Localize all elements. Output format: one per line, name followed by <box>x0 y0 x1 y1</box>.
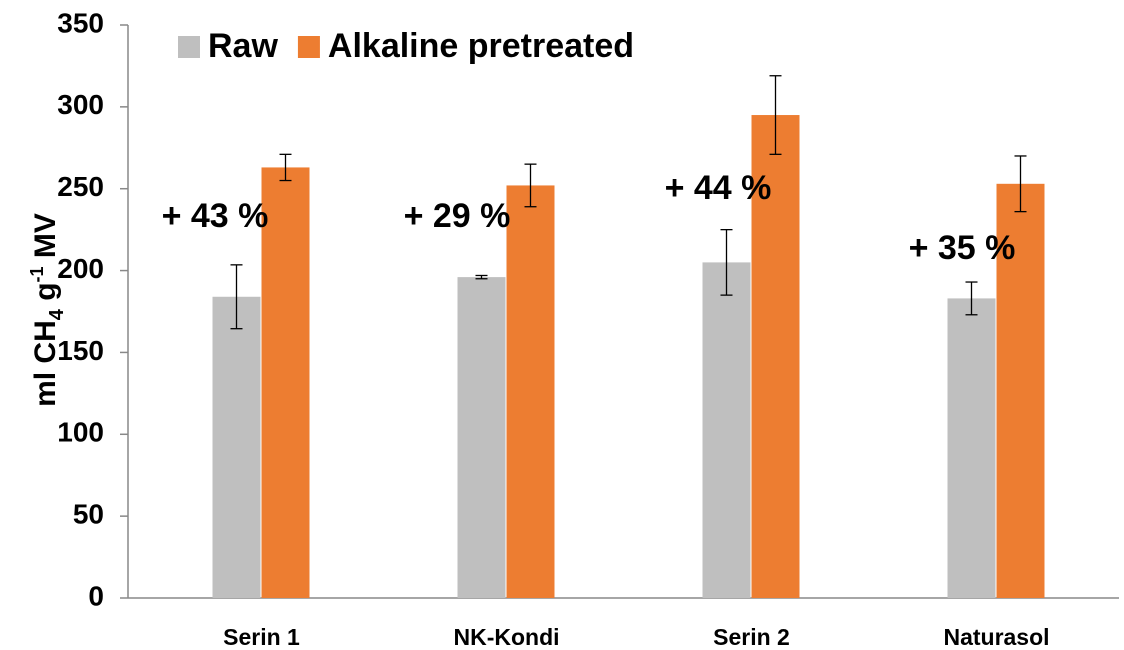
y-tick-label: 200 <box>57 253 104 284</box>
legend-label: Alkaline pretreated <box>328 27 634 65</box>
bar <box>212 296 261 598</box>
y-tick-label: 350 <box>57 7 104 38</box>
y-label-sup: -1 <box>27 266 47 282</box>
y-tick-label: 50 <box>73 499 104 530</box>
bar <box>947 298 996 598</box>
legend-label: Raw <box>208 27 278 65</box>
x-tick-label: NK-Kondi <box>453 624 559 650</box>
bar <box>702 262 751 598</box>
y-label-sub: 4 <box>46 308 68 320</box>
annotation: + 43 % <box>162 197 269 235</box>
legend-swatch <box>178 36 200 58</box>
x-tick-label: Naturasol <box>943 624 1049 650</box>
y-tick-label: 150 <box>57 335 104 366</box>
annotation: + 44 % <box>665 169 772 207</box>
bar <box>996 183 1045 598</box>
y-axis-label: ml CH4 g-1 MV <box>27 213 68 407</box>
y-label-part: MV <box>29 213 62 266</box>
error-bar <box>720 228 733 296</box>
error-bar <box>230 264 243 330</box>
x-tick-label: Serin 1 <box>223 624 300 650</box>
annotation: + 29 % <box>404 197 511 235</box>
bar <box>506 185 555 598</box>
legend-swatch <box>297 36 320 58</box>
error-bar <box>475 274 488 280</box>
error-bar <box>279 153 292 182</box>
error-bar <box>524 163 537 208</box>
error-bar <box>769 75 782 155</box>
error-bar <box>965 281 978 316</box>
annotation: + 35 % <box>909 229 1016 267</box>
x-tick-label: Serin 2 <box>713 624 790 650</box>
y-label-part: ml CH <box>29 320 62 407</box>
y-tick-label: 100 <box>57 417 104 448</box>
y-label-part: g <box>29 282 62 309</box>
y-tick-label: 300 <box>57 89 104 120</box>
bar <box>751 115 800 599</box>
bar <box>457 277 506 598</box>
y-tick-label: 250 <box>57 171 104 202</box>
bar <box>261 167 310 598</box>
y-tick-label: 0 <box>88 580 104 611</box>
error-bar <box>1014 155 1027 213</box>
